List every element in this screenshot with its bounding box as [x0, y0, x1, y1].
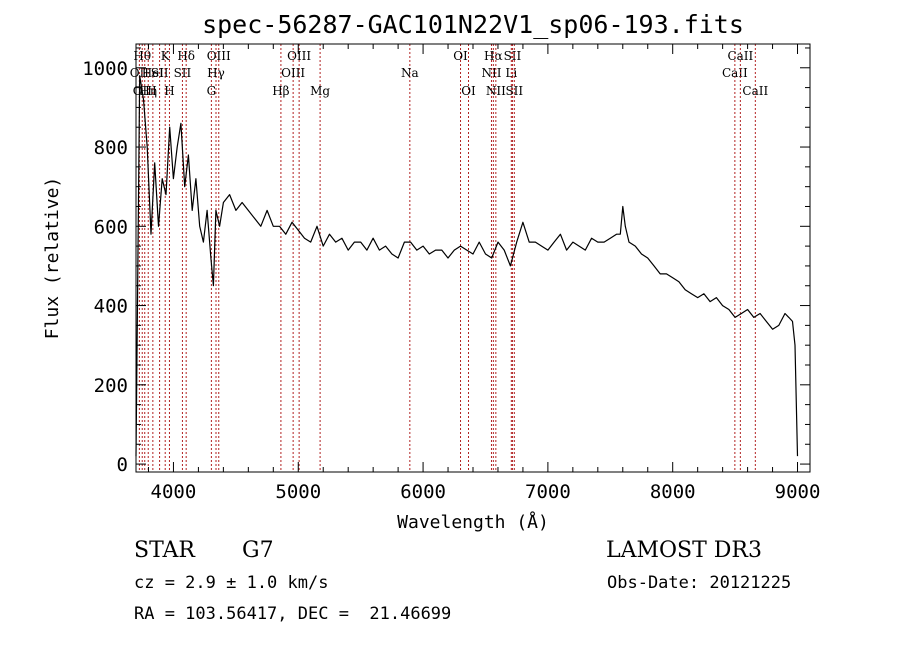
x-tick-label: 4000: [151, 481, 197, 503]
line-marker-label: SII: [505, 84, 523, 98]
x-tick-label: 5000: [275, 481, 321, 503]
x-tick-label: 6000: [400, 481, 446, 503]
plot-frame: [135, 43, 811, 473]
line-marker-label: Hη: [139, 84, 157, 98]
x-tick-label: 8000: [650, 481, 696, 503]
sky-coordinates: RA = 103.56417, DEC = 21.46699: [134, 604, 452, 624]
line-marker-label: K: [161, 49, 171, 63]
observation-date: Obs-Date: 20121225: [607, 573, 792, 593]
x-tick-label: 9000: [775, 481, 821, 503]
x-tick-label: 7000: [525, 481, 571, 503]
line-marker-label: Hδ: [177, 49, 195, 63]
line-marker-label: OI: [461, 84, 476, 98]
line-marker-label: OI: [453, 49, 468, 63]
line-marker-label: SII: [174, 66, 192, 80]
line-marker-label: H: [164, 84, 174, 98]
chart-title: spec-56287-GAC101N22V1_sp06-193.fits: [202, 10, 744, 39]
line-marker-label: OIII: [281, 66, 305, 80]
axis-ticks: 4000 5000 6000 7000 8000 9000 0 200 400 600 800 100…: [82, 44, 820, 503]
line-marker-label: CaII: [727, 49, 753, 63]
line-marker-label: CaII: [722, 66, 748, 80]
y-tick-label: 600: [94, 216, 128, 238]
object-subclass: G7: [242, 538, 274, 563]
spectrum-line: [135, 75, 799, 457]
survey-name: LAMOST DR3: [606, 538, 762, 563]
y-tick-label: 200: [94, 375, 128, 397]
line-marker-label: Hγ: [207, 66, 225, 80]
emission-line-markers: OIIHθOIIIHηHeISIIKHSIIHδGHγOIIIHβOIIIOII…: [130, 44, 768, 472]
line-marker-label: HeI: [142, 66, 165, 80]
line-marker-label: SII: [504, 49, 522, 63]
line-marker-label: NII: [481, 66, 501, 80]
x-axis-label: Wavelength (Å): [397, 511, 549, 533]
line-marker-label: Hβ: [272, 84, 289, 98]
y-tick-label: 1000: [82, 58, 128, 80]
spectrum-plot: [135, 75, 799, 457]
object-class: STAR: [134, 538, 195, 563]
line-marker-label: G: [207, 84, 217, 98]
y-tick-label: 400: [94, 296, 128, 318]
line-marker-label: OIII: [207, 49, 231, 63]
y-tick-label: 0: [117, 454, 128, 476]
line-marker-label: NII: [486, 84, 506, 98]
redshift-value: cz = 2.9 ± 1.0 km/s: [134, 573, 329, 593]
line-marker-label: Na: [401, 66, 419, 80]
y-axis-label: Flux (relative): [42, 177, 63, 340]
line-marker-label: Hα: [484, 49, 503, 63]
line-marker-label: SII: [151, 66, 169, 80]
line-marker-label: Li: [505, 66, 517, 80]
line-marker-label: CaII: [742, 84, 768, 98]
line-marker-label: Hθ: [133, 49, 151, 63]
line-marker-label: OIII: [287, 49, 311, 63]
line-marker-label: Mg: [310, 84, 330, 98]
y-tick-label: 800: [94, 137, 128, 159]
